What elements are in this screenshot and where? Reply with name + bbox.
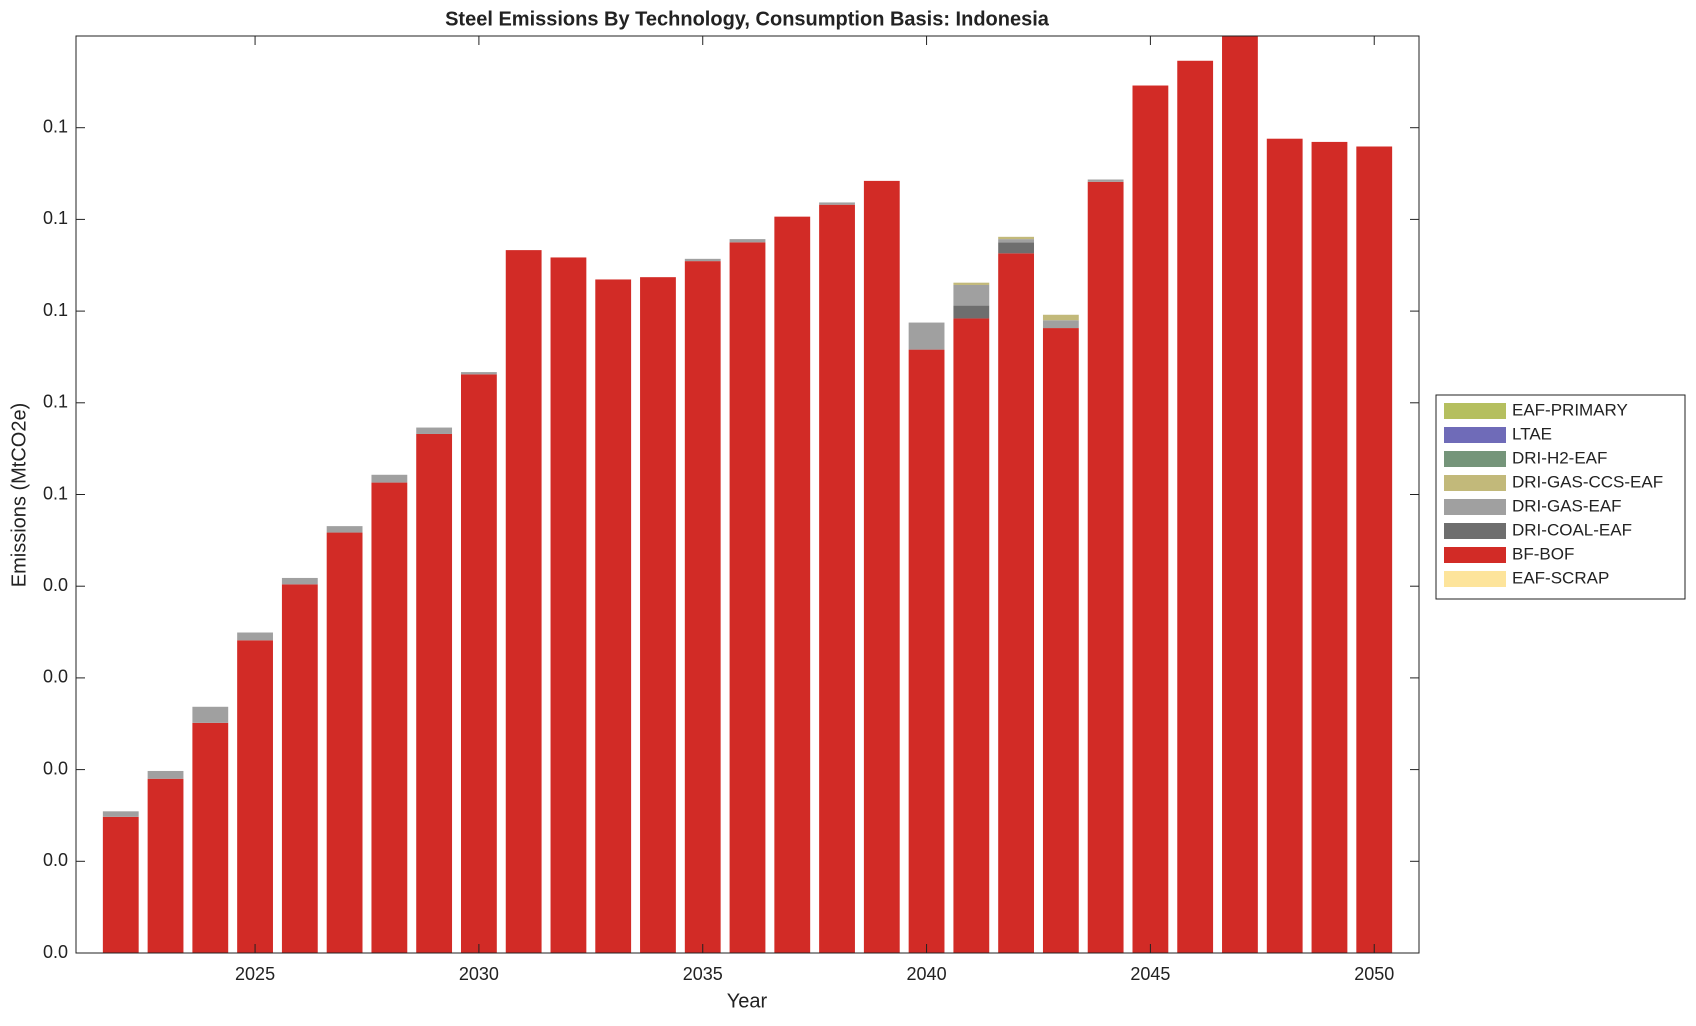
legend-label: DRI-GAS-EAF (1512, 496, 1622, 515)
bar-segment (147, 778, 184, 953)
chart-title: Steel Emissions By Technology, Consumpti… (445, 8, 1050, 30)
bar-segment (819, 202, 855, 205)
bar-segment (1266, 138, 1303, 954)
bar-segment (908, 349, 945, 953)
bar-segment (237, 632, 273, 641)
bar-segment (1042, 328, 1079, 953)
legend-label: DRI-GAS-CCS-EAF (1512, 472, 1663, 491)
bar-segment (147, 770, 184, 779)
y-tick-label: 0.0 (43, 575, 68, 595)
bar-segment (550, 257, 587, 953)
x-tick-label: 2030 (459, 964, 499, 984)
bar-segment (953, 318, 990, 953)
legend-swatch (1444, 427, 1506, 443)
bar-segment (505, 250, 542, 953)
bar-segment (640, 277, 676, 953)
bar-segment (953, 305, 990, 319)
bar-segment (998, 236, 1035, 240)
bar-segment (595, 279, 632, 953)
bar-segment (998, 239, 1035, 243)
bar-segment (684, 258, 721, 262)
bar-segment (281, 577, 318, 585)
bar-segment (460, 372, 497, 375)
legend-swatch (1444, 451, 1506, 467)
bar-segment (998, 253, 1035, 954)
x-tick-label: 2050 (1354, 964, 1394, 984)
legend-label: LTAE (1512, 424, 1552, 443)
y-tick-label: 0.0 (43, 850, 68, 870)
bar-segment (371, 474, 408, 483)
bar-segment (371, 482, 408, 953)
bar-segment (908, 322, 945, 350)
bar-segment (326, 532, 363, 953)
bar-segment (102, 816, 139, 953)
bar-segment (1177, 60, 1214, 954)
bar-segment (192, 706, 229, 723)
x-tick-label: 2025 (235, 964, 275, 984)
x-tick-label: 2035 (683, 964, 723, 984)
bar-segment (863, 180, 900, 954)
bar-segment (1042, 314, 1079, 321)
bar-segment (192, 722, 229, 953)
bar-segment (1311, 141, 1348, 953)
legend-swatch (1444, 475, 1506, 491)
y-tick-label: 0.1 (43, 208, 68, 228)
legend-swatch (1444, 571, 1506, 587)
bar-segment (416, 433, 453, 953)
bar-segment (953, 284, 990, 306)
x-axis-label: Year (727, 990, 768, 1012)
bar-segment (326, 526, 363, 533)
bar-segment (1132, 85, 1169, 953)
bar-segment (774, 216, 811, 954)
y-tick-label: 0.0 (43, 942, 68, 962)
y-tick-label: 0.1 (43, 116, 68, 136)
bar-segment (729, 242, 766, 953)
y-tick-label: 0.0 (43, 667, 68, 687)
bar-segment (1087, 181, 1124, 954)
bar-segment (684, 261, 721, 953)
bar-segment (998, 242, 1035, 254)
bar-segment (1042, 320, 1079, 329)
bar-segment (460, 374, 497, 953)
y-axis-label: Emissions (MtCO2e) (8, 403, 30, 587)
legend-label: DRI-COAL-EAF (1512, 520, 1632, 539)
bar-segment (281, 584, 318, 953)
bar-segment (819, 204, 855, 953)
y-tick-label: 0.1 (43, 300, 68, 320)
legend-swatch (1444, 499, 1506, 515)
legend-label: BF-BOF (1512, 544, 1574, 563)
legend-swatch (1444, 523, 1506, 539)
legend-label: EAF-PRIMARY (1512, 400, 1628, 419)
bar-segment (1087, 179, 1124, 182)
bar-segment (416, 427, 453, 434)
bar-segment (1222, 36, 1258, 953)
legend-label: EAF-SCRAP (1512, 568, 1609, 587)
bar-segment (1356, 146, 1393, 953)
bar-segment (729, 239, 766, 243)
legend-label: DRI-H2-EAF (1512, 448, 1607, 467)
y-tick-label: 0.1 (43, 392, 68, 412)
bar-segment (953, 282, 990, 285)
legend-swatch (1444, 547, 1506, 563)
x-tick-label: 2040 (907, 964, 947, 984)
x-tick-label: 2045 (1130, 964, 1170, 984)
bar-segment (102, 811, 139, 817)
y-tick-label: 0.0 (43, 758, 68, 778)
legend-swatch (1444, 403, 1506, 419)
y-tick-label: 0.1 (43, 483, 68, 503)
bar-segment (237, 640, 273, 953)
